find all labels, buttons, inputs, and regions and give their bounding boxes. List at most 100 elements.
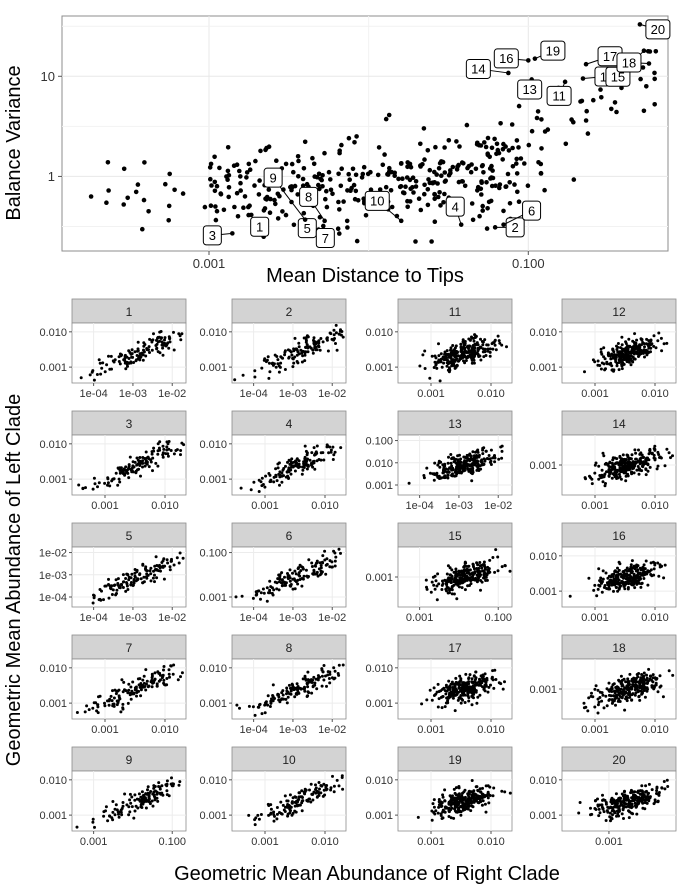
facet-strip-label: 12 — [612, 305, 626, 319]
facet-data-point — [597, 814, 601, 818]
facet-data-point — [111, 810, 115, 814]
top-data-point — [380, 162, 386, 168]
facet-data-point — [156, 452, 160, 456]
facet-data-point — [180, 441, 184, 445]
facet-data-point — [131, 464, 135, 468]
facet-data-point — [311, 685, 315, 689]
facet-data-point — [308, 788, 311, 792]
facet-data-point — [478, 677, 481, 681]
facet-data-point — [130, 469, 134, 472]
facet-data-point — [438, 476, 442, 480]
top-data-point — [638, 76, 643, 82]
facet-data-point — [467, 347, 470, 350]
facet-data-point — [449, 795, 453, 799]
facet-data-point — [615, 353, 619, 357]
facet-data-point — [609, 694, 613, 698]
facet-data-point — [311, 348, 315, 352]
facet-data-point — [79, 376, 83, 380]
facet-data-point — [663, 563, 667, 567]
facet-data-point — [153, 785, 157, 788]
facet-data-point — [307, 558, 311, 562]
facet-data-point — [435, 584, 439, 588]
point-label: 10 — [370, 194, 384, 209]
facet-data-point — [77, 483, 81, 487]
point-label: 7 — [322, 231, 329, 246]
facet-data-point — [139, 474, 142, 478]
facet-data-point — [165, 683, 169, 687]
facet-data-point — [275, 817, 279, 821]
facet-data-point — [448, 367, 452, 371]
facet-data-point — [638, 679, 642, 683]
facet-data-point — [91, 369, 95, 373]
facet-y-tick-label: 1e-04 — [39, 592, 67, 604]
point-label: 4 — [452, 199, 459, 214]
facet-data-point — [500, 456, 504, 460]
facet-data-point — [179, 449, 183, 452]
facet-data-point — [327, 451, 331, 455]
facet-data-point — [129, 685, 133, 689]
facet-data-point — [622, 677, 626, 681]
facet-data-point — [481, 448, 485, 452]
facet-data-point — [253, 375, 257, 379]
top-data-point — [432, 196, 438, 202]
facet-strip — [561, 522, 677, 548]
facet-data-point — [583, 370, 586, 374]
facet-data-point — [436, 682, 440, 686]
facet-data-point — [604, 571, 608, 575]
facet-data-point — [170, 557, 173, 561]
facet-data-point — [165, 558, 169, 562]
facet-data-point — [297, 791, 301, 795]
facet-data-point — [287, 458, 291, 462]
facet-data-point — [142, 674, 146, 678]
facet-y-tick-label: 0.010 — [365, 327, 393, 339]
facet-data-point — [645, 673, 648, 677]
facet-data-point — [625, 358, 629, 361]
top-data-point — [133, 189, 139, 195]
top-data-point — [571, 177, 577, 182]
facet-data-point — [168, 565, 172, 569]
facet-data-point — [100, 366, 104, 370]
facet-data-point — [146, 785, 150, 789]
facet-data-point — [435, 471, 439, 475]
facet-data-point — [172, 663, 176, 667]
facet-data-point — [633, 448, 637, 452]
facet-data-point — [172, 330, 175, 334]
facet-data-point — [605, 687, 609, 691]
facet-data-point — [332, 549, 336, 553]
facet-data-point — [304, 345, 308, 349]
facet-data-point — [616, 575, 620, 579]
facet-data-point — [91, 706, 95, 710]
facet-data-point — [606, 583, 610, 587]
facet-data-point — [441, 579, 444, 583]
facet-data-point — [442, 475, 446, 479]
facet-data-point — [178, 551, 182, 555]
facet-data-point — [290, 686, 294, 690]
facet-data-point — [498, 341, 502, 345]
facet-data-point — [297, 466, 300, 469]
facet-data-point — [469, 457, 473, 461]
facet-data-point — [480, 461, 484, 464]
facet-data-point — [454, 567, 458, 571]
facet-data-point — [162, 577, 166, 581]
facet-data-point — [596, 688, 600, 692]
facet-data-point — [258, 702, 262, 706]
facet-data-point — [425, 698, 429, 702]
facet-data-point — [432, 798, 436, 802]
facet-data-point — [466, 694, 470, 698]
facet-data-point — [467, 699, 471, 703]
facet-data-point — [91, 601, 95, 605]
facet-data-point — [264, 474, 268, 478]
facet-data-point — [627, 690, 631, 694]
point-label: 13 — [522, 82, 536, 97]
labeled-data-point — [525, 58, 531, 63]
facet-data-point — [667, 451, 671, 455]
facet-data-point — [313, 564, 317, 568]
facet-data-point — [451, 360, 455, 364]
top-data-point — [494, 151, 499, 157]
facet-data-point — [439, 460, 443, 464]
facet-data-point — [441, 810, 445, 814]
facet-data-point — [479, 790, 483, 794]
top-data-point — [462, 183, 468, 189]
facet-x-tick-label: 0.010 — [641, 500, 669, 512]
facet-data-point — [303, 351, 307, 355]
